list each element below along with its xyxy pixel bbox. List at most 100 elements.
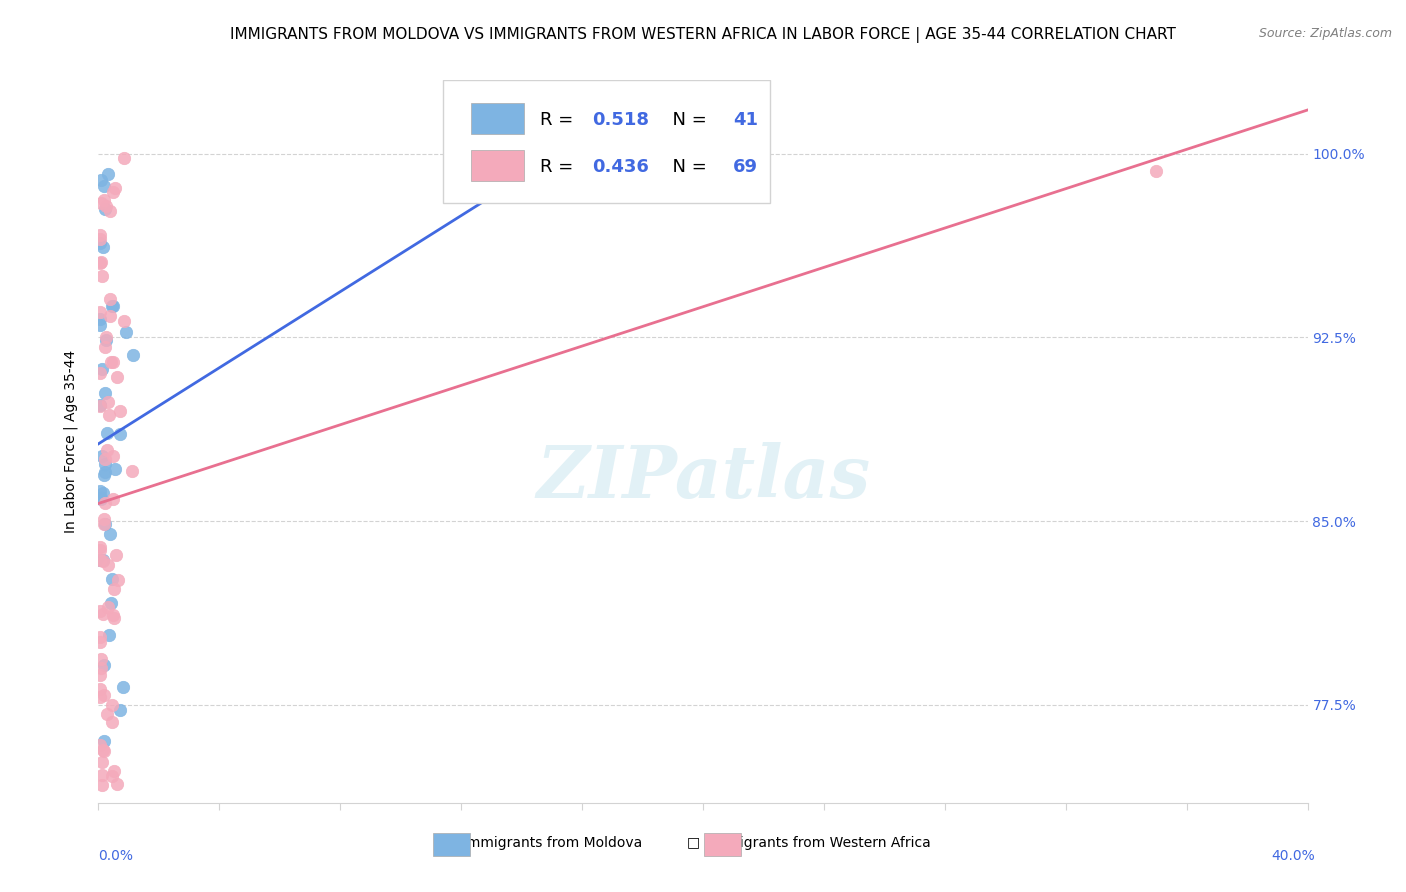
Text: R =: R =	[540, 158, 579, 176]
Point	[97, 408, 120, 422]
Point	[91, 768, 114, 782]
Text: 0.436: 0.436	[592, 158, 648, 176]
Point	[93, 511, 115, 525]
Point	[96, 706, 118, 721]
Point	[93, 179, 115, 194]
Text: R =: R =	[540, 111, 579, 129]
Point	[101, 450, 124, 464]
Point	[93, 517, 115, 532]
Point	[90, 778, 112, 792]
Point	[91, 553, 114, 567]
Point	[89, 399, 111, 413]
Point	[96, 198, 118, 212]
Point	[502, 176, 524, 190]
Point	[101, 491, 124, 506]
Point	[89, 542, 111, 557]
Point	[89, 738, 111, 752]
Point	[489, 164, 512, 178]
Point	[103, 582, 125, 596]
Point	[94, 330, 117, 344]
Point	[98, 310, 121, 324]
Point	[93, 465, 115, 479]
FancyBboxPatch shape	[443, 80, 769, 203]
Point	[93, 457, 115, 471]
Point	[94, 516, 117, 531]
Point	[90, 196, 112, 211]
Text: N =: N =	[661, 111, 713, 129]
Point	[101, 572, 124, 586]
Point	[101, 698, 124, 712]
Point	[103, 764, 125, 779]
Point	[89, 227, 111, 242]
Text: 40.0%: 40.0%	[1271, 849, 1315, 863]
Point	[111, 681, 134, 695]
Point	[96, 442, 118, 457]
Point	[90, 254, 112, 268]
Text: ZIPatlas: ZIPatlas	[536, 442, 870, 513]
Point	[105, 548, 128, 562]
Point	[89, 604, 111, 618]
Point	[89, 318, 111, 332]
Point	[93, 554, 115, 568]
Point	[112, 152, 135, 166]
Text: 0.518: 0.518	[592, 111, 648, 129]
Point	[103, 299, 125, 313]
Point	[96, 426, 118, 441]
Point	[104, 181, 127, 195]
Point	[105, 777, 128, 791]
Point	[89, 256, 111, 270]
Point	[93, 657, 115, 672]
Point	[90, 661, 112, 675]
Point	[89, 553, 111, 567]
Point	[103, 610, 125, 624]
Point	[108, 404, 131, 418]
Point	[89, 553, 111, 567]
Point	[89, 311, 111, 326]
FancyBboxPatch shape	[471, 103, 524, 134]
Point	[103, 355, 125, 369]
Y-axis label: In Labor Force | Age 35-44: In Labor Force | Age 35-44	[63, 350, 77, 533]
Point	[94, 333, 117, 347]
Text: 41: 41	[734, 111, 758, 129]
Text: Source: ZipAtlas.com: Source: ZipAtlas.com	[1258, 27, 1392, 40]
Point	[91, 755, 114, 769]
Text: N =: N =	[661, 158, 713, 176]
Point	[89, 681, 111, 696]
Point	[89, 483, 111, 498]
Point	[90, 491, 112, 505]
Text: 69: 69	[734, 158, 758, 176]
Point	[1144, 164, 1167, 178]
Point	[89, 635, 111, 649]
Point	[93, 607, 115, 621]
Point	[89, 398, 111, 412]
Point	[91, 486, 114, 500]
Point	[97, 167, 120, 181]
Point	[94, 386, 117, 401]
Point	[93, 733, 115, 747]
Point	[93, 194, 115, 208]
Point	[89, 304, 111, 318]
Point	[89, 668, 111, 682]
FancyBboxPatch shape	[471, 151, 524, 181]
Point	[90, 491, 112, 506]
Point	[89, 540, 111, 554]
Text: 0.0%: 0.0%	[98, 849, 134, 863]
Point	[90, 173, 112, 187]
Text: □  Immigrants from Moldova: □ Immigrants from Moldova	[440, 836, 643, 850]
Point	[101, 715, 124, 730]
Point	[107, 369, 129, 384]
Point	[89, 630, 111, 644]
Point	[104, 462, 127, 476]
Point	[108, 703, 131, 717]
Point	[101, 185, 124, 199]
Point	[94, 340, 117, 354]
Point	[98, 293, 121, 307]
Point	[97, 628, 120, 642]
Point	[100, 596, 122, 610]
Point	[89, 232, 111, 246]
Point	[98, 203, 121, 218]
Point	[107, 573, 129, 587]
Point	[90, 361, 112, 376]
Point	[97, 395, 120, 409]
Point	[93, 468, 115, 483]
